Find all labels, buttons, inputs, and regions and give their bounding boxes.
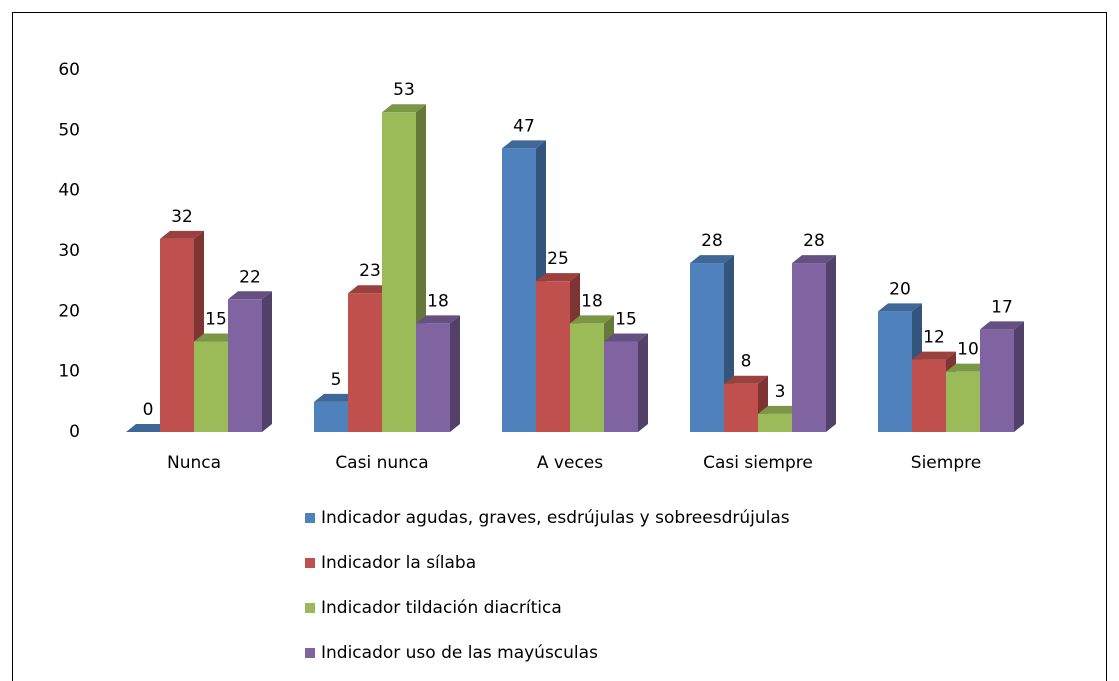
data-label: 32: [171, 207, 193, 227]
bar-top: [314, 393, 358, 402]
bar-side: [1014, 321, 1024, 432]
data-label: 28: [701, 231, 723, 251]
bar-top: [792, 255, 836, 264]
bar-side: [638, 333, 648, 432]
data-label: 20: [889, 279, 911, 299]
legend-swatch: [305, 513, 315, 523]
bar-top: [126, 424, 170, 432]
bar-side: [826, 255, 836, 432]
bar: [228, 299, 262, 432]
bar-top: [194, 333, 238, 342]
bar: [946, 371, 980, 432]
bar: [348, 293, 382, 432]
data-label: 53: [393, 80, 415, 100]
bar: [724, 383, 758, 432]
bar-top: [758, 405, 802, 414]
bar-top: [416, 315, 460, 324]
bar: [604, 341, 638, 432]
data-label: 18: [427, 291, 449, 311]
data-label: 23: [359, 261, 381, 281]
x-tick-label: Nunca: [167, 453, 221, 473]
legend-label: Indicador la sílaba: [321, 553, 476, 573]
legend-label: Indicador agudas, graves, esdrújulas y s…: [321, 508, 790, 528]
bar: [502, 148, 536, 432]
y-tick-label: 40: [58, 181, 80, 201]
legend-swatch: [305, 603, 315, 613]
x-tick-label: Siempre: [911, 453, 981, 473]
bar: [690, 263, 724, 432]
data-label: 5: [331, 370, 342, 390]
bar: [160, 238, 194, 432]
y-tick-label: 30: [58, 241, 80, 261]
data-label: 0: [143, 400, 154, 420]
bar-top: [382, 104, 426, 113]
bar: [382, 112, 416, 432]
bar-top: [348, 285, 392, 294]
bar-top: [604, 333, 648, 342]
bar-top: [946, 363, 990, 372]
bar: [758, 413, 792, 432]
bar: [314, 401, 348, 432]
x-tick-label: A veces: [537, 453, 603, 473]
bar: [416, 323, 450, 432]
data-label: 25: [547, 249, 569, 269]
x-tick-label: Casi siempre: [703, 453, 813, 473]
data-label: 12: [923, 328, 945, 348]
x-tick-label: Casi nunca: [335, 453, 428, 473]
data-label: 15: [205, 310, 227, 330]
bar: [536, 281, 570, 432]
y-tick-label: 20: [58, 301, 80, 321]
y-tick-label: 60: [58, 60, 80, 80]
data-label: 15: [615, 310, 637, 330]
bar: [570, 323, 604, 432]
data-label: 28: [803, 231, 825, 251]
chart-border: [12, 12, 1107, 681]
bar-top: [912, 351, 956, 360]
bar-top: [502, 140, 546, 149]
bar-top: [878, 303, 922, 312]
bar: [878, 311, 912, 432]
bar-side: [450, 315, 460, 432]
bar: [194, 341, 228, 432]
bar: [792, 263, 826, 432]
y-tick-label: 0: [69, 422, 80, 442]
bar-top: [690, 255, 734, 264]
data-label: 18: [581, 291, 603, 311]
legend-label: Indicador uso de las mayúsculas: [321, 643, 598, 663]
bar-top: [724, 375, 768, 384]
legend-swatch: [305, 648, 315, 658]
legend-label: Indicador tildación diacrítica: [321, 598, 562, 618]
legend-swatch: [305, 558, 315, 568]
bar-top: [160, 230, 204, 239]
bar-top: [570, 315, 614, 324]
y-tick-label: 10: [58, 362, 80, 382]
bar-top: [228, 291, 272, 300]
data-label: 22: [239, 267, 261, 287]
data-label: 8: [741, 352, 752, 372]
y-tick-label: 50: [58, 120, 80, 140]
bar-top: [980, 321, 1024, 330]
data-label: 3: [775, 382, 786, 402]
data-label: 10: [957, 340, 979, 360]
data-label: 17: [991, 297, 1013, 317]
bar-side: [262, 291, 272, 432]
data-label: 47: [513, 116, 535, 136]
bar: [912, 359, 946, 432]
bar: [980, 329, 1014, 432]
bar-top: [536, 273, 580, 282]
